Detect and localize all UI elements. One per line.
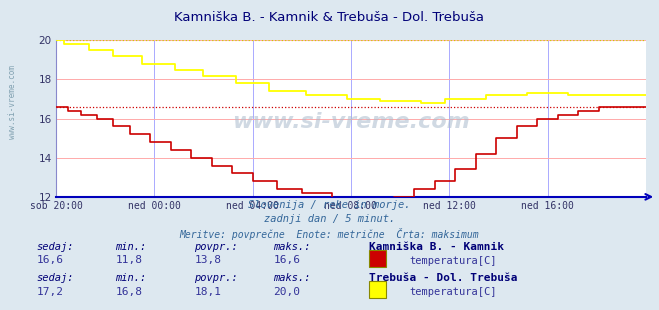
Text: 11,8: 11,8 [115,255,142,265]
Text: 16,6: 16,6 [36,255,63,265]
Text: Trebuša - Dol. Trebuša: Trebuša - Dol. Trebuša [369,272,517,282]
Text: zadnji dan / 5 minut.: zadnji dan / 5 minut. [264,214,395,224]
Text: www.si-vreme.com: www.si-vreme.com [8,65,17,139]
Text: maks.:: maks.: [273,241,311,251]
Text: povpr.:: povpr.: [194,241,238,251]
Text: maks.:: maks.: [273,272,311,282]
Text: min.:: min.: [115,272,146,282]
Text: 16,8: 16,8 [115,287,142,297]
Text: Kamniška B. - Kamnik & Trebuša - Dol. Trebuša: Kamniška B. - Kamnik & Trebuša - Dol. Tr… [175,11,484,24]
Text: 17,2: 17,2 [36,287,63,297]
Text: sedaj:: sedaj: [36,241,74,251]
Text: min.:: min.: [115,241,146,251]
Text: 20,0: 20,0 [273,287,301,297]
Text: 16,6: 16,6 [273,255,301,265]
Text: Slovenija / reke in morje.: Slovenija / reke in morje. [248,200,411,210]
Text: povpr.:: povpr.: [194,272,238,282]
Text: 18,1: 18,1 [194,287,221,297]
Text: 13,8: 13,8 [194,255,221,265]
Text: temperatura[C]: temperatura[C] [409,287,497,297]
Text: Meritve: povprečne  Enote: metrične  Črta: maksimum: Meritve: povprečne Enote: metrične Črta:… [180,228,479,240]
Text: sedaj:: sedaj: [36,272,74,282]
Text: Kamniška B. - Kamnik: Kamniška B. - Kamnik [369,241,504,251]
Text: www.si-vreme.com: www.si-vreme.com [232,112,470,132]
Text: temperatura[C]: temperatura[C] [409,255,497,265]
